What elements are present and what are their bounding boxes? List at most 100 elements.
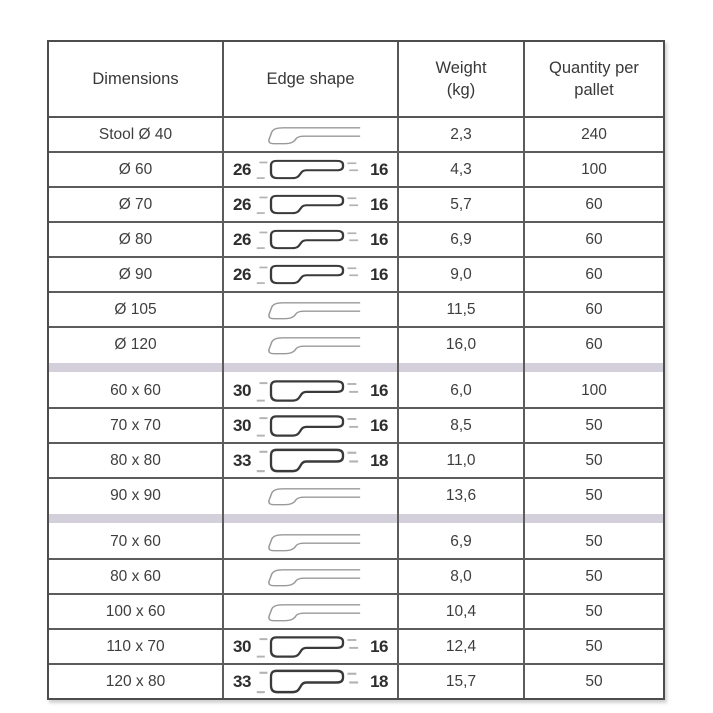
section-divider-segment (49, 512, 224, 525)
quantity-cell: 50 (525, 665, 663, 698)
dimensions-cell: Ø 60 (49, 153, 224, 186)
dimensions-cell: 80 x 60 (49, 560, 224, 593)
edge-shape-cell: 33 18 (224, 665, 399, 698)
edge-profile-dimensioned-icon (256, 379, 358, 402)
quantity-cell: 50 (525, 479, 663, 512)
table-row: Ø 90 26 16 9,0 60 (49, 256, 663, 291)
dimensions-value: 80 x 80 (110, 451, 161, 469)
dimensions-value: 120 x 80 (105, 672, 166, 690)
table-row: 80 x 60 8,0 50 (49, 558, 663, 593)
edge-profile-dimensioned-icon (256, 159, 358, 180)
dimensions-value: 70 x 70 (110, 416, 161, 434)
edge-profile-plain-icon (267, 337, 360, 355)
quantity-cell: 240 (525, 118, 663, 151)
edge-shape-cell: 26 16 (224, 188, 399, 221)
header-edge-shape: Edge shape (224, 42, 399, 116)
weight-cell: 8,5 (399, 409, 525, 442)
section-divider-segment (224, 361, 399, 374)
quantity-value: 50 (585, 416, 603, 434)
table-row: Ø 70 26 16 5,7 60 (49, 186, 663, 221)
quantity-value: 60 (585, 335, 603, 353)
weight-cell: 4,3 (399, 153, 525, 186)
edge-profile-plain-icon (267, 534, 360, 552)
weight-value: 6,9 (450, 532, 472, 550)
weight-value: 6,9 (450, 230, 472, 248)
weight-cell: 15,7 (399, 665, 525, 698)
edge-profile-dimensioned-icon (256, 448, 358, 473)
edge-shape-cell (224, 118, 399, 151)
edge-thickness-right: 16 (370, 636, 388, 656)
table-header-row: Dimensions Edge shape Weight (kg) Quanti… (49, 42, 663, 118)
weight-value: 11,0 (446, 451, 476, 469)
weight-value: 11,5 (446, 300, 476, 318)
dimensions-value: Ø 90 (118, 265, 153, 283)
table-row: 70 x 60 6,9 50 (49, 525, 663, 558)
header-weight: Weight (kg) (399, 42, 525, 116)
weight-cell: 5,7 (399, 188, 525, 221)
edge-shape-cell (224, 525, 399, 558)
table-row: Ø 105 11,5 60 (49, 291, 663, 326)
edge-thickness-left: 26 (233, 229, 251, 249)
quantity-value: 50 (585, 672, 603, 690)
dimensions-cell: Ø 90 (49, 258, 224, 291)
dimensions-cell: 70 x 60 (49, 525, 224, 558)
quantity-cell: 50 (525, 409, 663, 442)
edge-shape-cell (224, 595, 399, 628)
dimensions-value: 70 x 60 (110, 532, 161, 550)
dimensions-cell: Ø 120 (49, 328, 224, 361)
section-divider-segment (224, 512, 399, 525)
dimensions-cell: Ø 80 (49, 223, 224, 256)
quantity-cell: 60 (525, 328, 663, 361)
weight-value: 15,7 (445, 672, 477, 690)
dimensions-cell: 120 x 80 (49, 665, 224, 698)
quantity-value: 50 (585, 567, 603, 585)
weight-value: 13,6 (445, 486, 477, 504)
weight-value: 5,7 (450, 195, 472, 213)
table-row: 100 x 60 10,4 50 (49, 593, 663, 628)
dimensions-cell: Stool Ø 40 (49, 118, 224, 151)
weight-value: 4,3 (450, 160, 472, 178)
weight-value: 12,4 (445, 637, 477, 655)
dimensions-cell: 90 x 90 (49, 479, 224, 512)
header-quantity: Quantity per pallet (549, 58, 639, 99)
quantity-value: 50 (585, 532, 603, 550)
edge-profile-dimensioned-icon (256, 414, 358, 437)
weight-value: 8,0 (450, 567, 472, 585)
weight-cell: 11,0 (399, 444, 525, 477)
weight-value: 8,5 (450, 416, 472, 434)
dimensions-cell: 110 x 70 (49, 630, 224, 663)
table-row: 70 x 70 30 16 8,5 50 (49, 407, 663, 442)
weight-value: 6,0 (450, 381, 472, 399)
weight-cell: 6,0 (399, 374, 525, 407)
quantity-cell: 100 (525, 374, 663, 407)
quantity-value: 50 (585, 486, 603, 504)
edge-shape-cell: 26 16 (224, 153, 399, 186)
weight-cell: 12,4 (399, 630, 525, 663)
edge-thickness-right: 16 (370, 159, 388, 179)
table-row: 110 x 70 30 16 12,4 50 (49, 628, 663, 663)
edge-thickness-left: 26 (233, 159, 251, 179)
quantity-cell: 60 (525, 258, 663, 291)
section-divider-segment (399, 512, 525, 525)
weight-value: 2,3 (450, 125, 472, 143)
section-divider-segment (525, 512, 663, 525)
dimensions-cell: Ø 105 (49, 293, 224, 326)
quantity-value: 50 (585, 451, 603, 469)
quantity-cell: 60 (525, 188, 663, 221)
edge-profile-dimensioned-icon (256, 635, 358, 658)
edge-profile-dimensioned-icon (256, 194, 358, 215)
table-row: Ø 80 26 16 6,9 60 (49, 221, 663, 256)
edge-profile-dimensioned-icon (256, 669, 358, 694)
edge-thickness-left: 30 (233, 636, 251, 656)
quantity-cell: 50 (525, 595, 663, 628)
table-row: 120 x 80 33 18 15,7 50 (49, 663, 663, 698)
header-dimensions: Dimensions (49, 42, 224, 116)
edge-shape-cell (224, 328, 399, 361)
weight-cell: 6,9 (399, 223, 525, 256)
dimensions-value: Stool Ø 40 (98, 125, 173, 143)
weight-value: 9,0 (450, 265, 472, 283)
quantity-value: 60 (585, 300, 603, 318)
edge-profile-plain-icon (267, 302, 360, 320)
weight-cell: 8,0 (399, 560, 525, 593)
edge-thickness-right: 16 (370, 380, 388, 400)
